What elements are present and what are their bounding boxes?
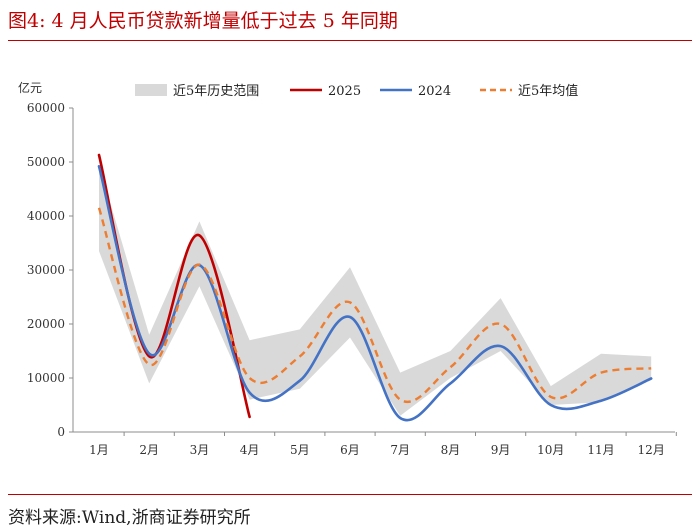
legend-label: 近5年历史范围 — [173, 84, 259, 99]
y-tick-label: 60000 — [27, 101, 65, 115]
x-tick-label: 6月 — [340, 443, 360, 457]
series-band-range — [99, 164, 652, 416]
x-tick-label: 10月 — [537, 443, 564, 457]
series-line-2 — [97, 165, 653, 422]
source-note: 资料来源:Wind,浙商证券研究所 — [8, 508, 251, 528]
x-tick-label: 12月 — [638, 443, 665, 457]
y-tick-label: 50000 — [27, 155, 65, 169]
x-tick-label: 8月 — [441, 443, 461, 457]
series-line-3 — [97, 207, 652, 403]
line-chart: 0 10000 20000 30000 40000 50000 60000 1月 2月 3月 4月 5… — [18, 80, 677, 457]
legend-swatch-band — [135, 84, 167, 96]
y-tick-label: 10000 — [27, 371, 65, 385]
x-tick-label: 9月 — [491, 443, 511, 457]
legend-label: 近5年均值 — [518, 83, 578, 99]
title-divider — [8, 40, 692, 41]
chart-title: 图4: 4 月人民币贷款新增量低于过去 5 年同期 — [8, 10, 398, 32]
y-tick-label: 20000 — [27, 317, 65, 331]
x-tick-label: 3月 — [190, 443, 210, 457]
legend-label: 2024 — [418, 84, 451, 99]
y-tick-label: 40000 — [27, 209, 65, 223]
x-tick-label: 11月 — [587, 443, 614, 457]
x-tick-label: 2月 — [139, 443, 159, 457]
x-tick-label: 7月 — [390, 443, 410, 457]
footer-divider — [8, 494, 692, 495]
y-axis-label: 亿元 — [18, 80, 42, 95]
legend-label: 2025 — [328, 84, 361, 99]
y-tick-label: 30000 — [27, 263, 65, 277]
y-tick-label: 0 — [57, 425, 65, 439]
x-tick-label: 1月 — [89, 443, 109, 457]
x-tick-label: 4月 — [240, 443, 260, 457]
x-tick-label: 5月 — [290, 443, 310, 457]
